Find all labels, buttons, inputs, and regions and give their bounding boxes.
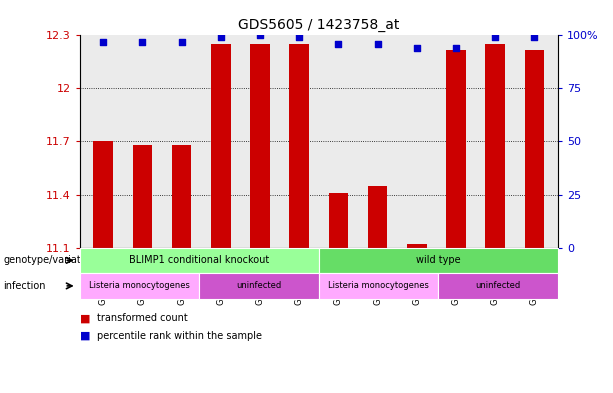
Bar	[368, 185, 387, 248]
Title: GDS5605 / 1423758_at: GDS5605 / 1423758_at	[238, 18, 400, 31]
Text: uninfected: uninfected	[476, 281, 520, 290]
Point	[530, 34, 539, 40]
Bar	[250, 44, 270, 248]
Point	[490, 34, 500, 40]
Point	[294, 34, 304, 40]
Text: uninfected: uninfected	[237, 281, 281, 290]
Bar	[525, 50, 544, 248]
Bar	[172, 145, 191, 248]
Text: BLIMP1 conditional knockout: BLIMP1 conditional knockout	[129, 255, 269, 265]
Bar	[485, 44, 505, 248]
Text: ■: ■	[80, 313, 90, 323]
Point	[98, 39, 108, 45]
Bar	[289, 44, 309, 248]
Text: Listeria monocytogenes: Listeria monocytogenes	[89, 281, 190, 290]
Bar	[446, 50, 466, 248]
Point	[177, 39, 186, 45]
Bar	[132, 145, 152, 248]
Text: ■: ■	[80, 331, 90, 341]
Bar	[329, 193, 348, 248]
Point	[451, 45, 461, 51]
Bar	[211, 44, 230, 248]
Text: genotype/variation: genotype/variation	[3, 255, 96, 265]
Bar	[407, 244, 427, 248]
Text: wild type: wild type	[416, 255, 460, 265]
Text: Listeria monocytogenes: Listeria monocytogenes	[328, 281, 429, 290]
Point	[373, 41, 383, 47]
Point	[216, 34, 226, 40]
Text: infection: infection	[3, 281, 45, 291]
Bar	[93, 141, 113, 248]
Point	[137, 39, 147, 45]
Point	[412, 45, 422, 51]
Text: percentile rank within the sample: percentile rank within the sample	[97, 331, 262, 341]
Point	[333, 41, 343, 47]
Point	[255, 32, 265, 39]
Text: transformed count: transformed count	[97, 313, 188, 323]
